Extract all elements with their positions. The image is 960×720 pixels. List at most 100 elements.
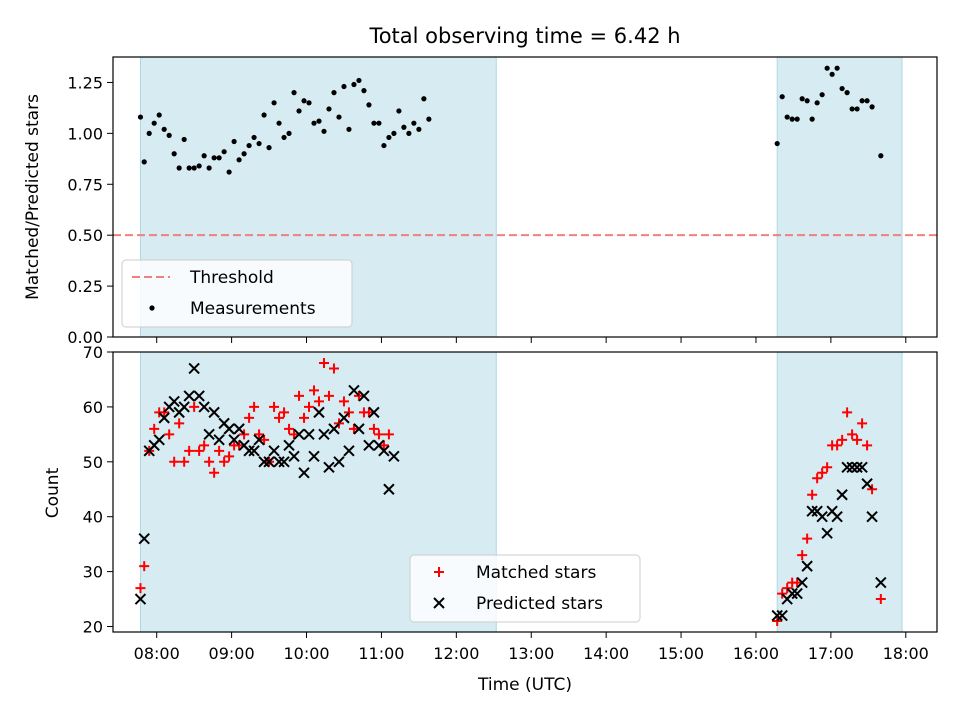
matched-star-point	[363, 407, 374, 418]
x-tick-label: 18:00	[883, 644, 929, 663]
measurement-point	[236, 157, 242, 163]
predicted-star-point	[193, 390, 205, 402]
predicted-star-point	[213, 434, 225, 446]
x-tick-label: 09:00	[209, 644, 255, 663]
predicted-star-point	[303, 428, 315, 441]
predicted-star-point	[313, 406, 325, 419]
matched-star-point	[174, 418, 185, 429]
predicted-star-point	[318, 428, 330, 441]
measurement-point	[834, 65, 840, 71]
x-tick-label: 14:00	[583, 644, 629, 663]
matched-star-point	[807, 489, 818, 500]
matched-star-point	[343, 407, 354, 418]
measurement-point	[839, 85, 845, 92]
legend-frame	[409, 554, 641, 623]
measurement-point	[829, 71, 835, 77]
top-axes-frame	[112, 56, 938, 338]
predicted-star-point	[258, 456, 270, 468]
measurement-point	[401, 124, 407, 130]
matched-star-point	[812, 473, 823, 484]
measurement-point	[196, 163, 202, 169]
legend-frame	[121, 259, 353, 328]
measurement-point	[326, 106, 332, 112]
x-tick-label: 13:00	[508, 644, 554, 663]
top-panel: 0.00 0.25 0.50 0.75 1.00 1.25 Threshold Measure…	[67, 56, 938, 347]
matched-star-point	[135, 583, 146, 594]
predicted-star-point	[388, 450, 400, 463]
bottom-y-tick-label: 40	[83, 508, 103, 527]
predicted-star-point	[806, 505, 818, 517]
measurement-point	[784, 114, 790, 120]
predicted-star-point	[831, 510, 843, 523]
matched-star-point	[209, 467, 220, 478]
measurement-point	[321, 128, 327, 134]
predicted-star-point	[861, 478, 873, 490]
predicted-star-point	[323, 461, 335, 474]
matched-star-point	[149, 423, 160, 434]
predicted-star-point	[153, 434, 165, 446]
predicted-star-point	[228, 434, 240, 446]
matched-star-point	[289, 429, 300, 440]
x-tick-label: 17:00	[808, 644, 854, 663]
matched-star-point	[792, 577, 803, 588]
bottom-panel: 20 30 40 50 60 70 08:00 09:00 10:00 11:00 12:00 13:…	[83, 343, 938, 663]
matched-star-point	[179, 456, 190, 467]
matched-star-point	[348, 423, 359, 434]
measurement-point	[231, 138, 237, 145]
measurement-point	[361, 88, 367, 94]
matched-star-point	[383, 429, 394, 440]
predicted-star-point	[836, 489, 848, 501]
predicted-star-point	[776, 609, 788, 622]
predicted-star-point	[288, 450, 300, 463]
matched-star-point	[318, 357, 329, 368]
measurement-point	[221, 149, 227, 155]
measurement-point	[789, 116, 795, 122]
measurement-point	[206, 165, 212, 171]
measurement-point	[804, 98, 810, 104]
x-tick-label: 16:00	[733, 644, 779, 663]
measurement-point	[416, 126, 422, 132]
matched-star-point	[378, 440, 389, 451]
measurement-point	[426, 116, 432, 122]
matched-star-point	[189, 401, 200, 412]
top-y-tick-label: 0.75	[67, 175, 103, 194]
predicted-star-point	[841, 461, 853, 474]
top-y-tick-label: 1.25	[67, 73, 103, 92]
bottom-y-tick-label: 50	[83, 453, 103, 472]
matched-star-point	[214, 445, 225, 456]
predicted-star-point	[771, 609, 783, 622]
predicted-star-point	[178, 401, 190, 413]
measurement-point	[216, 155, 222, 161]
matched-star-point	[338, 396, 349, 407]
measurement-point	[366, 102, 372, 108]
measurement-point	[201, 153, 207, 159]
top-y-tick-label: 0.00	[67, 328, 103, 347]
legend-threshold-label: Threshold	[189, 268, 274, 288]
predicted-star-point	[353, 423, 365, 435]
measurement-point	[316, 118, 322, 124]
predicted-star-point	[278, 456, 290, 468]
predicted-star-point	[198, 401, 210, 413]
matched-star-point	[164, 429, 175, 440]
matched-star-point	[269, 401, 280, 412]
matched-star-point	[847, 429, 858, 440]
predicted-star-point	[203, 428, 215, 441]
predicted-star-point	[343, 445, 355, 457]
predicted-star-point	[846, 461, 858, 474]
predicted-star-point	[253, 434, 265, 446]
matched-star-point	[842, 407, 853, 418]
top-y-tick-label: 1.00	[67, 124, 103, 143]
predicted-star-point	[168, 395, 180, 408]
bottom-y-axis-label: Count	[43, 467, 63, 518]
measurement-point	[211, 155, 217, 161]
measurement-point	[137, 114, 144, 120]
measurement-point	[814, 100, 820, 106]
matched-star-point	[353, 390, 364, 401]
matched-star-point	[239, 429, 250, 440]
predicted-star-point	[158, 412, 170, 424]
predicted-star-point	[223, 423, 235, 435]
top-chart-title: Total observing time = 6.42 h	[368, 24, 680, 48]
measurement-point	[261, 112, 267, 118]
matched-star-point	[857, 418, 868, 429]
measurement-point	[391, 130, 397, 136]
